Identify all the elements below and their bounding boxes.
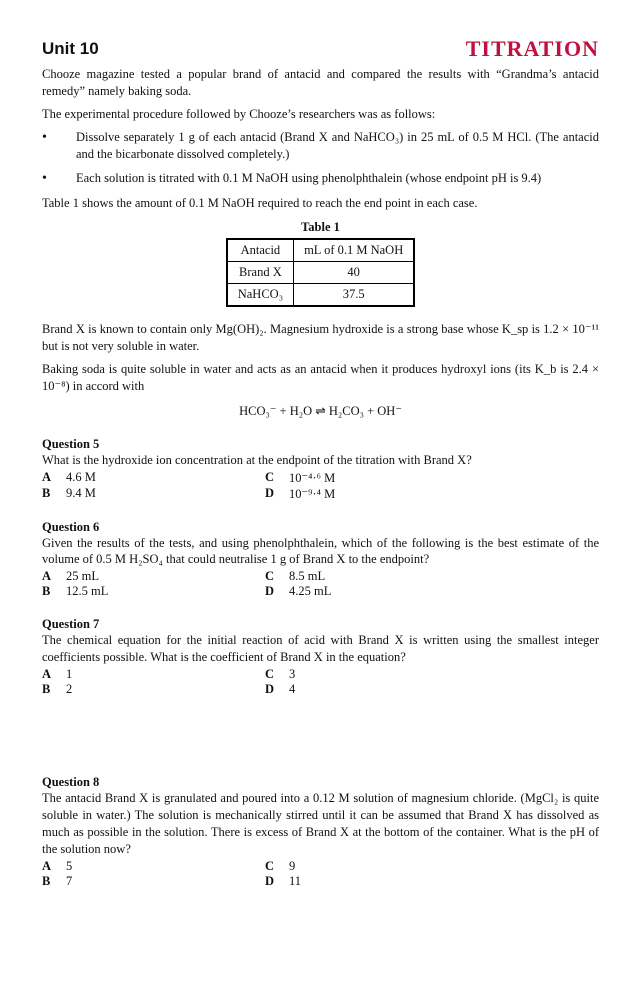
question-5-choices: A 4.6 M C 10⁻⁴·⁶ M B 9.4 M D 10⁻⁹·⁴ M xyxy=(42,470,482,502)
choice-label-c: C xyxy=(265,470,283,486)
header-row: Unit 10 TITRATION xyxy=(42,34,599,60)
choice-label-a: A xyxy=(42,667,60,682)
choice-label-b: B xyxy=(42,874,60,889)
choice-a: 25 mL xyxy=(66,569,259,584)
table1-col1-header: Antacid xyxy=(227,239,294,262)
question-8-heading: Question 8 xyxy=(42,775,599,790)
choice-b: 2 xyxy=(66,682,259,697)
choice-label-d: D xyxy=(265,486,283,502)
choice-label-b: B xyxy=(42,682,60,697)
choice-label-c: C xyxy=(265,859,283,874)
choice-label-d: D xyxy=(265,584,283,599)
choice-c: 8.5 mL xyxy=(289,569,482,584)
choice-label-b: B xyxy=(42,584,60,599)
worksheet-page: Unit 10 TITRATION Chooze magazine tested… xyxy=(0,0,641,987)
choice-label-b: B xyxy=(42,486,60,502)
bullet-item: Dissolve separately 1 g of each antacid … xyxy=(42,129,599,163)
choice-label-c: C xyxy=(265,569,283,584)
choice-b: 9.4 M xyxy=(66,486,259,502)
choice-b: 7 xyxy=(66,874,259,889)
question-8-text: The antacid Brand X is granulated and po… xyxy=(42,790,599,858)
intro-p1-text: Chooze magazine tested a popular brand o… xyxy=(42,67,599,98)
question-7-heading: Question 7 xyxy=(42,617,599,632)
table1-cell: NaHCO₃ xyxy=(227,284,294,307)
table1-col2-header: mL of 0.1 M NaOH xyxy=(294,239,415,262)
question-8-choices: A 5 C 9 B 7 D 11 xyxy=(42,859,482,889)
brandx-paragraph: Brand X is known to contain only Mg(OH)₂… xyxy=(42,321,599,355)
choice-d: 10⁻⁹·⁴ M xyxy=(289,486,482,502)
choice-c: 9 xyxy=(289,859,482,874)
choice-c: 10⁻⁴·⁶ M xyxy=(289,470,482,486)
question-7-choices: A 1 C 3 B 2 D 4 xyxy=(42,667,482,697)
bakingsoda-paragraph: Baking soda is quite soluble in water an… xyxy=(42,361,599,395)
intro-paragraph-3: Table 1 shows the amount of 0.1 M NaOH r… xyxy=(42,195,599,212)
intro-paragraph-1: Chooze magazine tested a popular brand o… xyxy=(42,66,599,100)
choice-label-a: A xyxy=(42,569,60,584)
handwritten-annotation: TITRATION xyxy=(466,36,599,62)
question-7-text: The chemical equation for the initial re… xyxy=(42,632,599,666)
question-6-choices: A 25 mL C 8.5 mL B 12.5 mL D 4.25 mL xyxy=(42,569,482,599)
table-row: NaHCO₃ 37.5 xyxy=(227,284,415,307)
question-5-text: What is the hydroxide ion concentration … xyxy=(42,452,599,469)
table1-wrapper: Table 1 Antacid mL of 0.1 M NaOH Brand X… xyxy=(42,220,599,307)
vertical-gap xyxy=(42,697,599,757)
choice-d: 11 xyxy=(289,874,482,889)
choice-label-d: D xyxy=(265,874,283,889)
choice-label-d: D xyxy=(265,682,283,697)
table1-cell: Brand X xyxy=(227,262,294,284)
choice-a: 5 xyxy=(66,859,259,874)
question-5-heading: Question 5 xyxy=(42,437,599,452)
table1-caption: Table 1 xyxy=(301,220,340,235)
choice-label-a: A xyxy=(42,859,60,874)
choice-b: 12.5 mL xyxy=(66,584,259,599)
bullet-item: Each solution is titrated with 0.1 M NaO… xyxy=(42,170,599,187)
choice-d: 4.25 mL xyxy=(289,584,482,599)
question-6-text: Given the results of the tests, and usin… xyxy=(42,535,599,569)
choice-a: 1 xyxy=(66,667,259,682)
table1-cell: 37.5 xyxy=(294,284,415,307)
choice-a: 4.6 M xyxy=(66,470,259,486)
table1: Antacid mL of 0.1 M NaOH Brand X 40 NaHC… xyxy=(226,238,416,307)
question-6-heading: Question 6 xyxy=(42,520,599,535)
unit-title: Unit 10 xyxy=(42,39,99,59)
choice-label-a: A xyxy=(42,470,60,486)
choice-label-c: C xyxy=(265,667,283,682)
intro-paragraph-2: The experimental procedure followed by C… xyxy=(42,106,599,123)
table1-cell: 40 xyxy=(294,262,415,284)
choice-c: 3 xyxy=(289,667,482,682)
table-row: Brand X 40 xyxy=(227,262,415,284)
choice-d: 4 xyxy=(289,682,482,697)
procedure-bullets: Dissolve separately 1 g of each antacid … xyxy=(42,129,599,188)
table-row: Antacid mL of 0.1 M NaOH xyxy=(227,239,415,262)
equilibrium-equation: HCO₃⁻ + H₂O ⇌ H₂CO₃ + OH⁻ xyxy=(42,403,599,419)
